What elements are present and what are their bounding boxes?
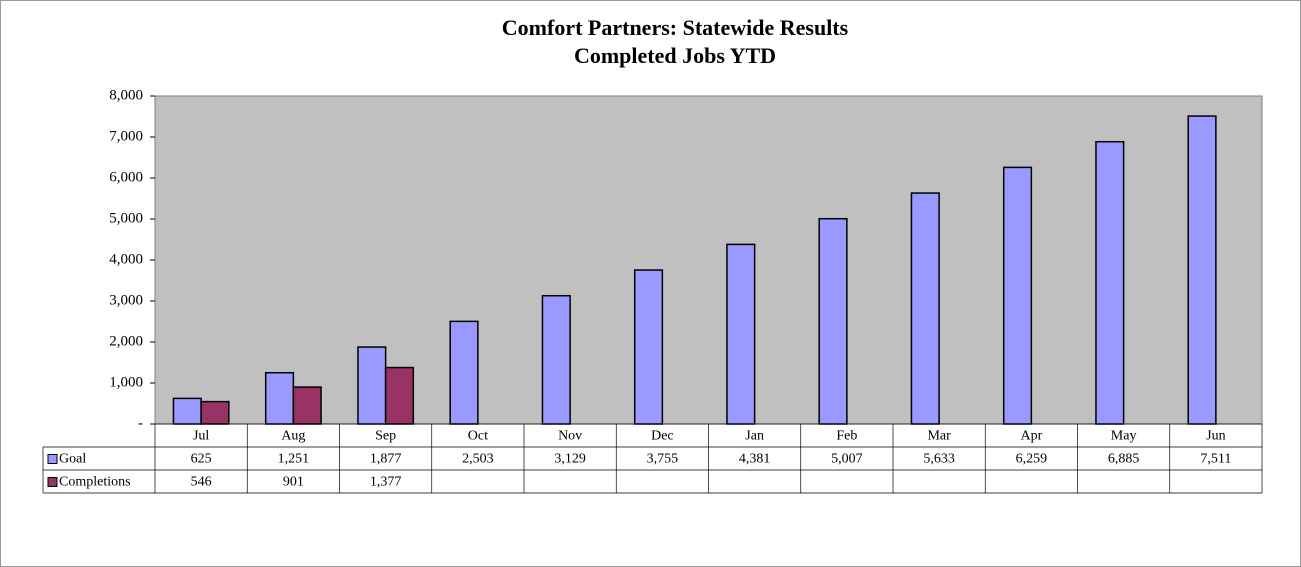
legend-label: Completions (59, 475, 131, 490)
table-value: 1,377 (370, 475, 402, 490)
table-value: 3,755 (647, 452, 679, 467)
x-tick-label: Sep (375, 429, 396, 444)
x-tick-label: Oct (468, 429, 488, 444)
x-tick-label: Dec (651, 429, 674, 444)
bar (264, 371, 295, 425)
legend-key (47, 454, 58, 464)
table-value: 6,885 (1108, 452, 1140, 467)
x-tick-label: Apr (1020, 429, 1042, 444)
x-tick-label: Jan (745, 429, 764, 444)
chart-title: Completed Jobs YTD (574, 43, 776, 68)
bar (449, 320, 479, 425)
bar (292, 386, 322, 425)
y-tick-label: 5,000 (109, 210, 143, 226)
y-tick-label: 6,000 (109, 169, 143, 185)
y-tick-label: - (138, 415, 143, 431)
table-value: 7,511 (1200, 452, 1231, 467)
bar (726, 243, 756, 425)
table-value: 901 (283, 475, 304, 490)
x-tick-label: May (1111, 429, 1137, 444)
legend-label: Goal (59, 452, 86, 467)
table-value: 546 (191, 475, 212, 490)
y-tick-label: 2,000 (109, 333, 143, 349)
bar (384, 366, 415, 425)
bar (633, 269, 664, 425)
table-value: 4,381 (739, 452, 771, 467)
table-value: 1,877 (370, 452, 402, 467)
y-tick-label: 7,000 (109, 128, 143, 144)
table-value: 5,007 (831, 452, 863, 467)
y-tick-label: 8,000 (109, 87, 143, 103)
bar (818, 217, 848, 425)
table-value: 5,633 (923, 452, 955, 467)
table-value: 1,251 (278, 452, 310, 467)
table-value: 6,259 (1016, 452, 1048, 467)
x-tick-label: Mar (927, 429, 951, 444)
table-value: 2,503 (462, 452, 494, 467)
bar (1095, 140, 1125, 425)
bar (910, 192, 940, 425)
bar (1187, 115, 1217, 425)
x-tick-label: Nov (558, 429, 582, 444)
bar (1002, 166, 1033, 425)
plot-area (154, 95, 1263, 425)
legend-key (47, 477, 58, 487)
y-tick-label: 1,000 (109, 374, 143, 390)
bar (357, 346, 387, 425)
x-tick-label: Feb (836, 429, 857, 444)
chart-title: Comfort Partners: Statewide Results (502, 15, 849, 40)
bar (200, 400, 230, 425)
bar (541, 294, 571, 425)
x-tick-label: Jun (1206, 429, 1225, 444)
table-value: 3,129 (554, 452, 586, 467)
y-tick-label: 4,000 (109, 251, 143, 267)
bar (172, 397, 202, 425)
table-value: 625 (191, 452, 212, 467)
y-tick-label: 3,000 (109, 292, 143, 308)
x-tick-label: Aug (281, 429, 305, 444)
x-tick-label: Jul (193, 429, 209, 444)
